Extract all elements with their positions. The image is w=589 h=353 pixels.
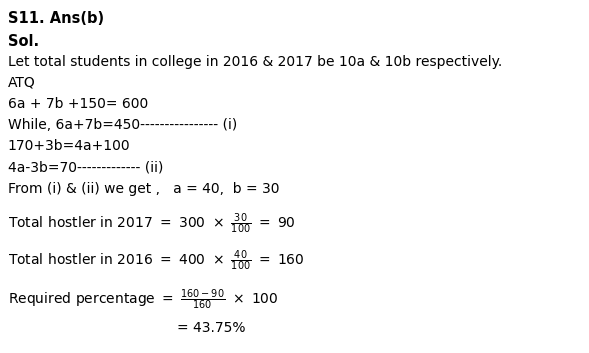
Text: Sol.: Sol.: [8, 34, 39, 48]
Text: 170+3b=4a+100: 170+3b=4a+100: [8, 139, 130, 154]
Text: While, 6a+7b=450---------------- (i): While, 6a+7b=450---------------- (i): [8, 118, 237, 132]
Text: $\mathrm{Total\ hostler\ in\ 2016\ =\ 400\ \times\ }\frac{40}{100}\mathrm{\ =\ 1: $\mathrm{Total\ hostler\ in\ 2016\ =\ 40…: [8, 249, 305, 273]
Text: From (i) & (ii) we get ,   a = 40,  b = 30: From (i) & (ii) we get , a = 40, b = 30: [8, 182, 279, 196]
Text: Let total students in college in 2016 & 2017 be 10a & 10b respectively.: Let total students in college in 2016 & …: [8, 55, 502, 69]
Text: 6a + 7b +150= 600: 6a + 7b +150= 600: [8, 97, 148, 111]
Text: = 43.75%: = 43.75%: [177, 321, 245, 335]
Text: 4a-3b=70------------- (ii): 4a-3b=70------------- (ii): [8, 161, 163, 175]
Text: $\mathrm{Required\ percentage\ =\ }\frac{160-90}{160}\mathrm{\ \times\ 100}$: $\mathrm{Required\ percentage\ =\ }\frac…: [8, 288, 278, 312]
Text: S11. Ans(b): S11. Ans(b): [8, 11, 104, 25]
Text: $\mathrm{Total\ hostler\ in\ 2017\ =\ 300\ \times\ }\frac{30}{100}\mathrm{\ =\ 9: $\mathrm{Total\ hostler\ in\ 2017\ =\ 30…: [8, 212, 296, 236]
Text: ATQ: ATQ: [8, 76, 35, 90]
